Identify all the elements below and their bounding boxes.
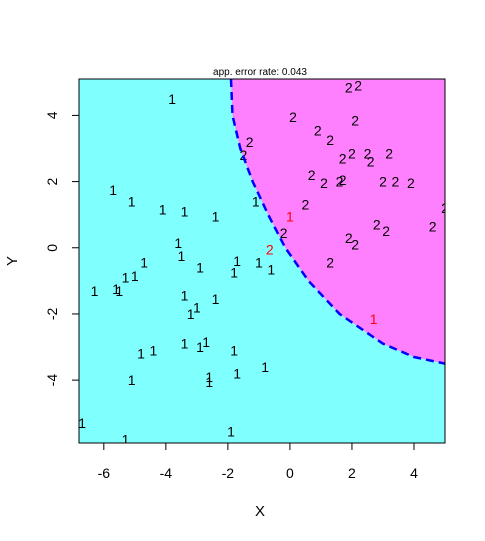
data-point-29: 1 [230, 342, 238, 358]
data-point-68: 2 [266, 241, 274, 257]
data-point-51: 2 [308, 167, 316, 183]
data-point-16: 1 [122, 270, 130, 286]
y-tick-label: 4 [44, 111, 60, 119]
x-axis-title: X [255, 503, 265, 520]
data-point-13: 1 [230, 265, 238, 281]
data-point-58: 2 [302, 197, 310, 213]
data-point-32: 1 [205, 369, 213, 385]
data-point-7: 1 [174, 235, 182, 251]
x-axis: -6 -4 -2 0 2 4 [98, 443, 418, 481]
x-tick-label: -2 [222, 465, 235, 481]
data-point-35: 1 [78, 415, 86, 431]
data-point-40: 2 [289, 109, 297, 125]
data-point-18: 1 [112, 281, 120, 297]
data-point-22: 1 [187, 306, 195, 322]
plot-title: app. error rate: 0.043 [213, 67, 307, 78]
data-point-15: 1 [131, 268, 139, 284]
data-point-9: 1 [140, 255, 148, 271]
data-point-56: 2 [392, 174, 400, 190]
x-tick-label: 4 [410, 465, 418, 481]
data-point-43: 2 [326, 132, 334, 148]
data-point-47: 2 [364, 146, 372, 162]
region-class-2 [231, 79, 445, 364]
data-point-64: 2 [345, 230, 353, 246]
data-point-45: 2 [240, 147, 248, 163]
data-point-46: 2 [348, 146, 356, 162]
data-point-2: 1 [128, 193, 136, 209]
x-tick-label: 0 [286, 465, 294, 481]
x-tick-label: -6 [98, 465, 111, 481]
data-point-12: 1 [267, 261, 275, 277]
data-point-5: 1 [212, 208, 220, 224]
data-point-50: 2 [367, 154, 375, 170]
data-point-66: 2 [326, 255, 334, 271]
data-point-49: 2 [339, 150, 347, 166]
y-tick-label: -4 [44, 374, 60, 387]
data-point-57: 2 [407, 175, 415, 191]
data-point-27: 1 [150, 342, 158, 358]
data-point-17: 1 [91, 283, 99, 299]
data-point-8: 1 [178, 248, 186, 264]
data-point-59: 2 [441, 200, 449, 216]
y-tick-label: 2 [44, 177, 60, 185]
data-point-20: 1 [181, 288, 189, 304]
data-point-19: 1 [115, 283, 123, 299]
y-axis-title: Y [4, 256, 21, 266]
data-point-24: 1 [181, 336, 189, 352]
decision-boundary [229, 79, 445, 365]
data-point-62: 2 [429, 218, 437, 234]
x-tick-label: 2 [348, 465, 356, 481]
data-point-52: 2 [320, 175, 328, 191]
data-point-3: 1 [159, 202, 167, 218]
data-point-63: 2 [280, 225, 288, 241]
data-point-38: 2 [345, 79, 353, 95]
y-tick-label: 0 [44, 244, 60, 252]
data-point-42: 2 [314, 122, 322, 138]
data-point-0: 1 [168, 91, 176, 107]
data-point-53: 2 [336, 174, 344, 190]
data-point-23: 1 [212, 291, 220, 307]
data-point-39: 2 [354, 78, 362, 94]
data-point-6: 1 [252, 193, 260, 209]
y-tick-label: -2 [44, 307, 60, 320]
x-tick-label: -4 [160, 465, 173, 481]
y-axis: -4 -2 0 2 4 [44, 111, 79, 386]
data-point-44: 2 [246, 134, 254, 150]
data-point-21: 1 [193, 299, 201, 315]
data-point-37: 1 [227, 423, 235, 439]
data-point-14: 1 [196, 260, 204, 276]
data-point-34: 1 [128, 372, 136, 388]
data-point-48: 2 [385, 146, 393, 162]
data-point-33: 1 [205, 374, 213, 390]
data-point-65: 2 [351, 237, 359, 253]
data-point-30: 1 [261, 359, 269, 375]
data-point-28: 1 [137, 346, 145, 362]
data-point-60: 2 [373, 217, 381, 233]
data-point-4: 1 [181, 203, 189, 219]
data-point-31: 1 [233, 366, 241, 382]
data-point-54: 2 [339, 172, 347, 188]
data-point-69: 1 [370, 311, 378, 327]
data-point-11: 1 [255, 255, 263, 271]
plot-frame [78, 78, 446, 444]
data-point-61: 2 [382, 223, 390, 239]
data-point-26: 1 [196, 339, 204, 355]
data-point-1: 1 [109, 182, 117, 198]
data-point-55: 2 [379, 174, 387, 190]
data-point-25: 1 [202, 334, 210, 350]
data-point-41: 2 [351, 112, 359, 128]
data-point-10: 1 [233, 253, 241, 269]
data-point-67: 1 [286, 208, 294, 224]
data-point-36: 1 [122, 432, 130, 448]
